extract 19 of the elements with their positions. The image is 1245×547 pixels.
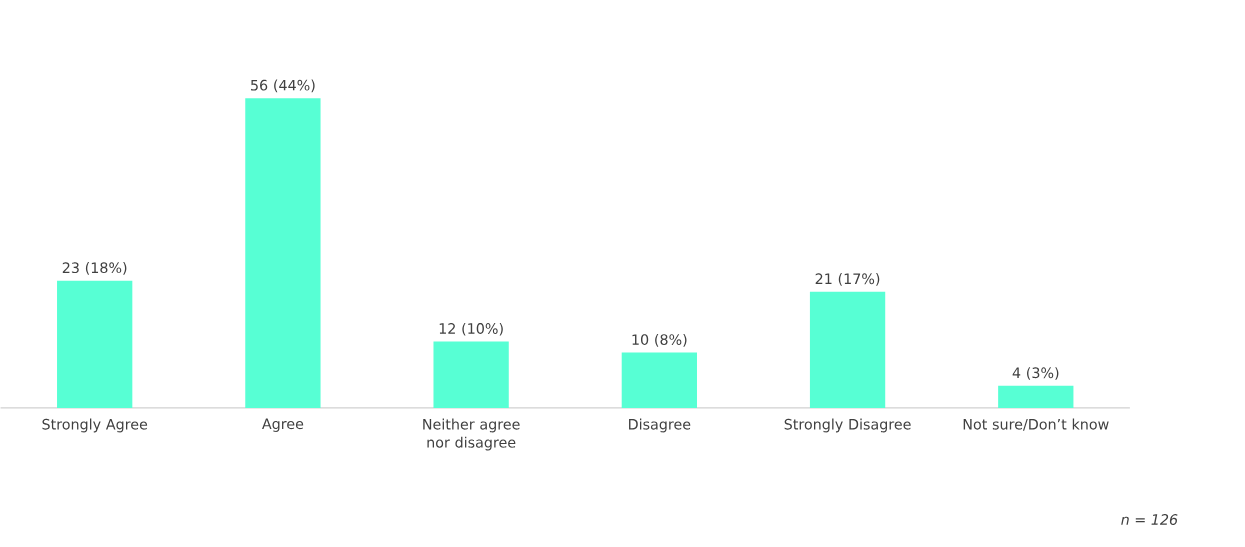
bar: [245, 98, 321, 408]
x-tick-label: Strongly Agree: [42, 418, 148, 433]
x-tick-label: Strongly Disagree: [784, 418, 911, 433]
bar: [57, 280, 133, 408]
x-tick-label: Agree: [262, 418, 304, 432]
data-label: 21 (17%): [815, 273, 880, 286]
bar: [621, 352, 697, 408]
bar: [809, 291, 886, 408]
bar: [433, 341, 509, 408]
text: n = 126: [1121, 514, 1178, 525]
x-tick-label: Not sure/Don’t know: [963, 418, 1109, 431]
bar: [998, 385, 1074, 408]
x-tick-label: Disagree: [629, 418, 691, 433]
data-label: 56 (44%): [251, 79, 315, 93]
data-label: 12 (10%): [439, 322, 503, 336]
data-label: 10 (8%): [632, 333, 687, 347]
data-label: 4 (3%): [1012, 367, 1059, 380]
x-tick-label: Neither agree nor disagree: [423, 418, 520, 451]
data-label: 23 (18%): [62, 262, 127, 275]
